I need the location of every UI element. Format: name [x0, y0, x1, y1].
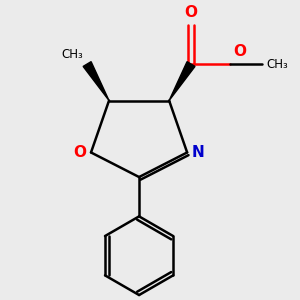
Text: O: O: [184, 5, 197, 20]
Text: O: O: [74, 145, 87, 160]
Text: CH₃: CH₃: [266, 58, 288, 70]
Polygon shape: [169, 61, 195, 100]
Text: O: O: [234, 44, 247, 59]
Text: N: N: [191, 145, 204, 160]
Polygon shape: [83, 61, 109, 100]
Text: CH₃: CH₃: [61, 48, 83, 61]
